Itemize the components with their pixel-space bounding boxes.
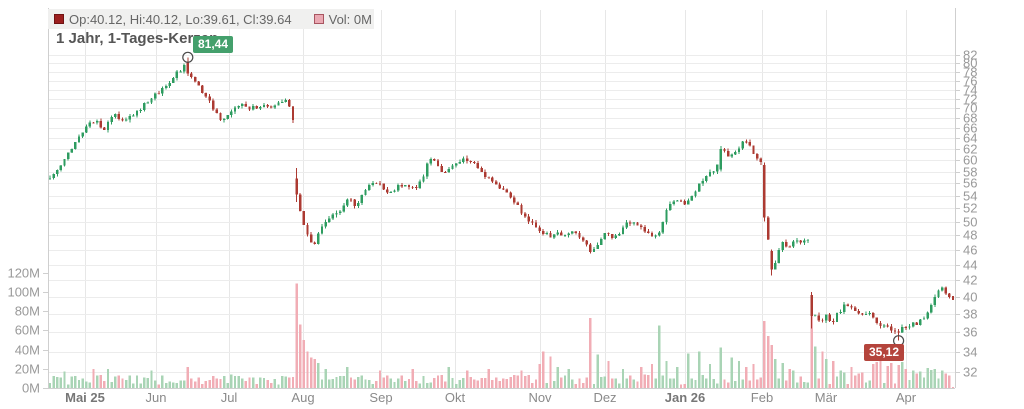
svg-text:Jan 26: Jan 26 — [665, 390, 705, 405]
year-high-badge: 81,44 — [193, 36, 234, 53]
ohlc-series-swatch-icon — [54, 14, 64, 24]
svg-text:56: 56 — [963, 176, 977, 191]
svg-text:0M: 0M — [22, 381, 40, 396]
volume-legend-item[interactable]: Vol: 0M — [313, 11, 372, 27]
svg-text:Dez: Dez — [593, 390, 616, 405]
svg-text:48: 48 — [963, 228, 977, 243]
svg-text:100M: 100M — [7, 285, 40, 300]
svg-text:Jul: Jul — [221, 390, 238, 405]
svg-text:Mai 25: Mai 25 — [65, 390, 105, 405]
svg-text:Mär: Mär — [815, 390, 838, 405]
svg-text:40: 40 — [963, 290, 977, 305]
svg-text:Jun: Jun — [146, 390, 167, 405]
svg-text:Sep: Sep — [369, 390, 392, 405]
svg-text:74: 74 — [963, 83, 977, 98]
svg-text:58: 58 — [963, 165, 977, 180]
svg-text:20M: 20M — [15, 362, 40, 377]
svg-text:70: 70 — [963, 101, 977, 116]
svg-text:120M: 120M — [7, 266, 40, 281]
svg-text:38: 38 — [963, 307, 977, 322]
svg-text:72: 72 — [963, 92, 977, 107]
svg-text:82: 82 — [963, 48, 977, 63]
extreme-markers — [182, 51, 905, 347]
gridlines — [48, 10, 955, 388]
chart-title: 1 Jahr, 1-Tages-Kerzen — [56, 30, 219, 47]
svg-text:80: 80 — [963, 56, 977, 71]
svg-text:76: 76 — [963, 74, 977, 89]
ohlc-legend-item[interactable]: Op:40.12, Hi:40.12, Lo:39.61, Cl:39.64 — [54, 12, 292, 27]
svg-text:54: 54 — [963, 189, 977, 204]
volume-series-swatch-icon — [313, 14, 324, 24]
volume-value-label: Vol: 0M — [328, 11, 372, 27]
chart-legend: Op:40.12, Hi:40.12, Lo:39.61, Cl:39.64 V… — [48, 9, 374, 29]
ohlc-values-label: Op:40.12, Hi:40.12, Lo:39.61, Cl:39.64 — [69, 11, 292, 27]
candlestick-series — [48, 57, 955, 341]
svg-text:Nov: Nov — [528, 390, 552, 405]
svg-text:Apr: Apr — [896, 390, 917, 405]
svg-text:44: 44 — [963, 258, 977, 273]
svg-text:34: 34 — [963, 345, 977, 360]
volume-bars — [48, 283, 955, 388]
svg-text:64: 64 — [963, 131, 977, 146]
svg-text:50: 50 — [963, 215, 977, 230]
axis-labels: 32 34 36 38 40 424446485052545658606264666870… — [7, 48, 977, 406]
svg-text:52: 52 — [963, 201, 977, 216]
svg-text:60: 60 — [963, 153, 977, 168]
svg-text:80M: 80M — [15, 304, 40, 319]
svg-text:36: 36 — [963, 325, 977, 340]
svg-text:68: 68 — [963, 111, 977, 126]
svg-text:Okt: Okt — [445, 390, 466, 405]
axes — [43, 8, 960, 389]
svg-text:62: 62 — [963, 142, 977, 157]
svg-text:60M: 60M — [15, 323, 40, 338]
svg-text:40M: 40M — [15, 343, 40, 358]
svg-text:46: 46 — [963, 243, 977, 258]
svg-text:Feb: Feb — [751, 390, 773, 405]
svg-text:66: 66 — [963, 121, 977, 136]
year-low-badge: 35,12 — [864, 344, 905, 361]
svg-text:32: 32 — [963, 365, 977, 380]
svg-text:Aug: Aug — [291, 390, 314, 405]
svg-text:42: 42 — [963, 273, 977, 288]
svg-text:78: 78 — [963, 65, 977, 80]
